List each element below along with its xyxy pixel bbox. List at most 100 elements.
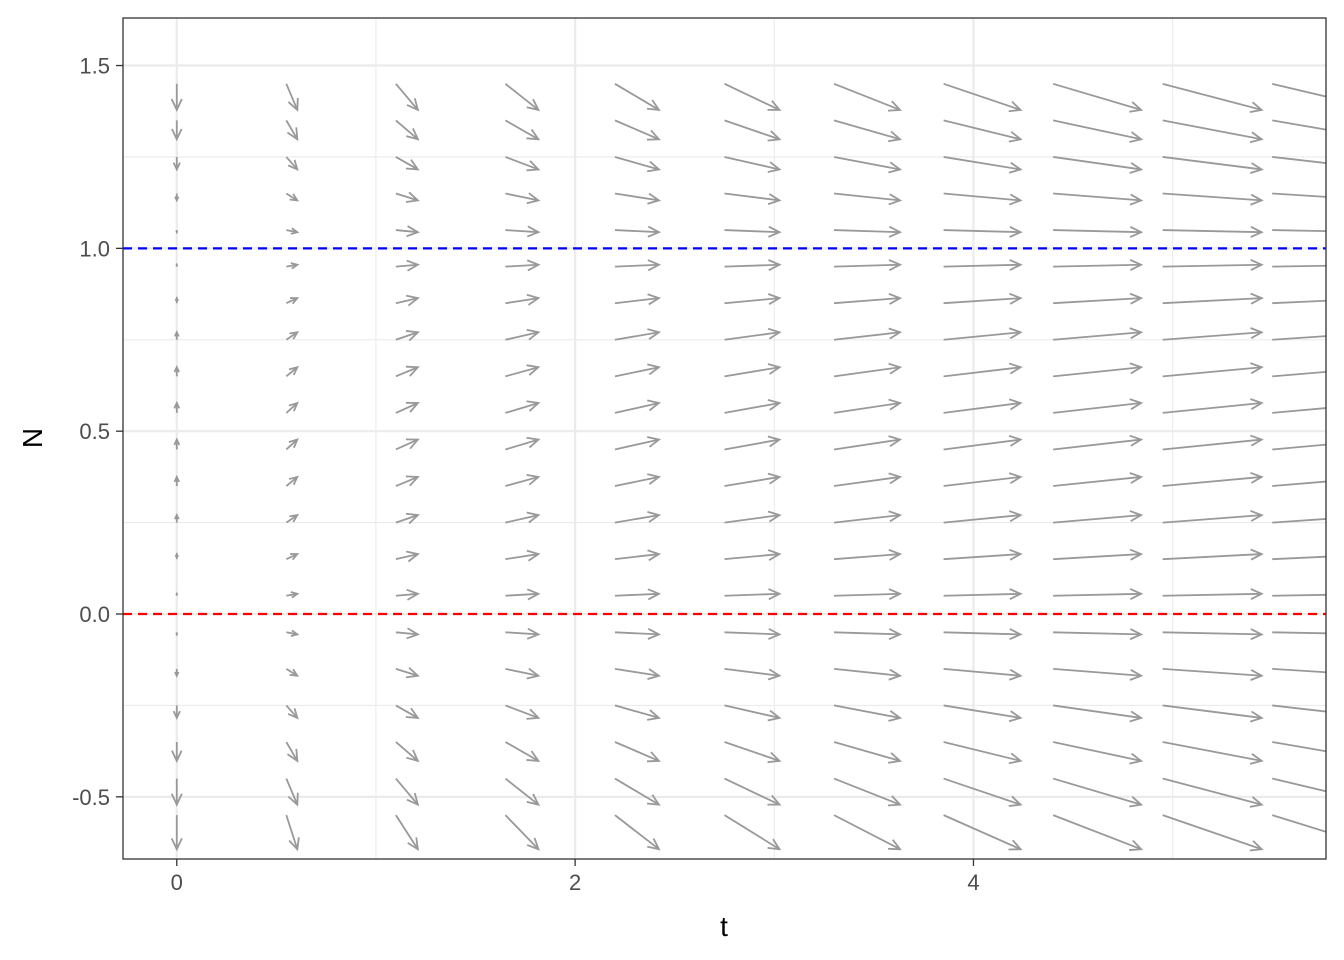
- field-arrow: [285, 331, 300, 341]
- field-arrow: [285, 704, 299, 720]
- field-arrow-head: [767, 510, 782, 523]
- field-arrow: [1162, 667, 1264, 681]
- field-arrow-head: [1250, 398, 1264, 410]
- field-arrow: [614, 293, 662, 306]
- field-arrow-shaft: [504, 83, 539, 111]
- field-arrow: [170, 815, 183, 852]
- field-arrow: [1162, 156, 1264, 175]
- field-arrow-shaft: [1162, 592, 1262, 597]
- field-arrow-shaft: [1272, 119, 1326, 131]
- field-arrow: [285, 156, 299, 172]
- field-arrow-head: [1008, 795, 1023, 807]
- field-arrow: [724, 363, 782, 378]
- field-arrow-head: [1249, 796, 1264, 808]
- field-arrow-shaft: [833, 814, 901, 851]
- field-arrow-shaft: [833, 476, 901, 487]
- field-arrow: [1053, 156, 1144, 174]
- field-arrow-shaft: [943, 514, 1021, 524]
- field-arrow: [1052, 814, 1144, 851]
- field-arrow: [1053, 510, 1144, 524]
- field-arrow: [943, 192, 1023, 206]
- field-arrow-shaft: [943, 741, 1021, 762]
- field-arrow-shaft: [505, 156, 539, 171]
- field-arrow-shaft: [505, 592, 539, 597]
- field-arrow-head: [286, 127, 299, 142]
- field-arrow-head: [526, 128, 541, 141]
- field-arrow-shaft: [1272, 335, 1326, 341]
- field-arrow: [943, 435, 1023, 451]
- field-arrow-head: [1250, 434, 1264, 447]
- field-arrow-head: [289, 193, 300, 202]
- field-arrow-shaft: [1272, 555, 1326, 561]
- field-arrow-head: [1250, 548, 1264, 561]
- field-arrow-shaft: [833, 704, 901, 719]
- field-arrow-shaft: [505, 192, 539, 202]
- field-arrow-shaft: [285, 402, 298, 414]
- field-arrow-head: [526, 328, 541, 341]
- field-arrow: [505, 704, 541, 720]
- field-arrow-head: [406, 98, 420, 112]
- field-arrow-head: [646, 99, 661, 111]
- field-arrow-head: [174, 295, 179, 302]
- field-arrow-shaft: [833, 402, 901, 414]
- field-arrow: [395, 259, 420, 272]
- field-arrow-shaft: [724, 667, 780, 677]
- field-arrow-head: [1129, 362, 1144, 375]
- field-arrow: [174, 193, 180, 203]
- field-arrow-head: [646, 129, 661, 141]
- field-arrow: [395, 704, 420, 719]
- field-arrow-head: [888, 327, 903, 340]
- field-arrow: [833, 510, 903, 524]
- field-arrow-head: [175, 632, 179, 637]
- field-arrow-head: [1249, 840, 1264, 852]
- field-arrow-head: [1008, 131, 1023, 143]
- field-arrow: [943, 741, 1023, 765]
- field-arrow: [505, 474, 541, 487]
- field-arrow-head: [290, 629, 300, 637]
- field-arrow-shaft: [1162, 514, 1262, 524]
- field-arrow-shaft: [285, 438, 298, 451]
- field-arrow: [614, 328, 662, 341]
- field-arrow-head: [1249, 753, 1264, 765]
- field-arrow-head: [171, 128, 183, 142]
- field-arrow-head: [1129, 259, 1144, 271]
- field-arrow-shaft: [1052, 82, 1142, 111]
- field-arrow-shaft: [395, 631, 418, 636]
- field-arrow: [943, 156, 1023, 174]
- field-arrow: [833, 119, 903, 143]
- field-arrow: [175, 262, 179, 267]
- field-arrow: [504, 83, 541, 112]
- field-arrow-head: [1008, 398, 1023, 411]
- field-arrow: [1053, 588, 1144, 600]
- field-arrow: [395, 741, 420, 763]
- field-arrow: [1272, 518, 1326, 524]
- field-arrow-shaft: [1272, 264, 1326, 268]
- field-arrow-head: [1009, 259, 1023, 271]
- field-arrow-head: [647, 473, 662, 485]
- field-arrow-head: [888, 362, 903, 375]
- field-arrow-head: [1129, 839, 1144, 851]
- field-arrow: [1053, 192, 1144, 206]
- field-arrow-head: [768, 588, 782, 601]
- field-arrow-head: [1009, 193, 1023, 206]
- field-arrow: [614, 473, 662, 487]
- field-arrow: [1162, 548, 1264, 561]
- field-arrow-head: [289, 331, 300, 340]
- field-arrow: [943, 327, 1023, 341]
- field-arrow-head: [287, 97, 299, 112]
- y-tick-label: 1.5: [79, 54, 110, 79]
- field-arrow: [833, 472, 903, 487]
- field-arrow: [1052, 82, 1144, 113]
- field-arrow-head: [526, 708, 541, 720]
- field-arrow-shaft: [505, 297, 539, 305]
- field-arrow-shaft: [505, 263, 539, 268]
- field-arrow: [1162, 814, 1264, 852]
- field-arrow-head: [405, 512, 420, 525]
- field-arrow-shaft: [1272, 480, 1326, 487]
- field-arrow-head: [768, 259, 782, 272]
- field-arrow: [395, 156, 420, 171]
- field-arrow-shaft: [1162, 814, 1262, 851]
- field-arrow-head: [405, 438, 420, 450]
- field-arrow-head: [172, 162, 181, 172]
- field-arrow-shaft: [1272, 156, 1326, 164]
